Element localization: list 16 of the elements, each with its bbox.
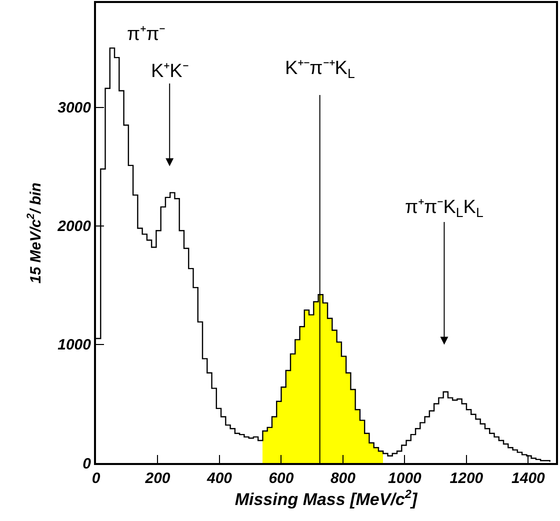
x-axis-title: Missing Mass [MeV/c$^{2}$] [234, 487, 419, 510]
x-tick-label: 200 [144, 470, 171, 487]
annotation: K⁺K⁻ [151, 61, 188, 82]
x-tick-label: 1400 [512, 470, 546, 487]
annotation: π⁺π⁻ [127, 24, 166, 45]
x-tick-label: 1000 [388, 470, 422, 487]
annotation: π⁺π⁻K$_{L}$K$_{L}$ [405, 197, 484, 220]
y-tick-label: 2000 [56, 218, 92, 236]
y-tick-label: 3000 [58, 100, 92, 117]
y-tick-label: 1000 [58, 336, 92, 354]
x-tick-label: 600 [268, 470, 294, 487]
ref-line-label: K⁺⁻π⁻⁺K$_{L}$ [285, 58, 355, 81]
x-tick-label: 400 [206, 470, 233, 487]
x-tick-label: 1200 [450, 470, 484, 487]
y-tick-label: 0 [82, 455, 92, 472]
x-tick-label: 800 [330, 470, 356, 487]
